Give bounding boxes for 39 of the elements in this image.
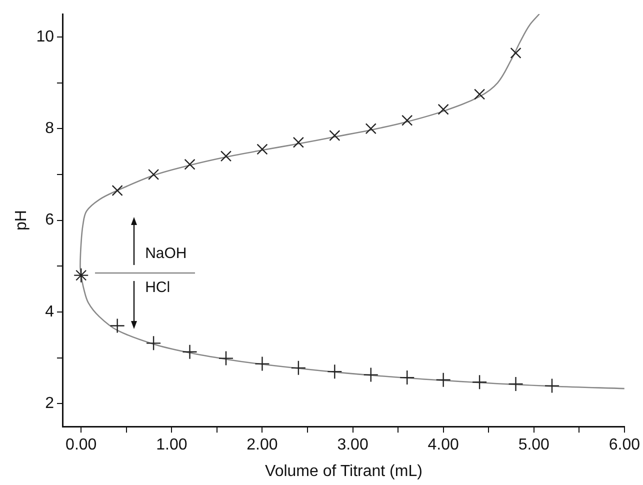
point	[148, 168, 160, 180]
y-tick-label: 6	[45, 212, 54, 229]
point	[510, 47, 522, 59]
x-tick-label: 2.00	[246, 436, 278, 454]
x-tick-label: 6.00	[608, 436, 640, 454]
point	[438, 104, 449, 115]
point	[256, 144, 268, 155]
x-tick-label: 0.00	[66, 436, 97, 454]
point	[544, 378, 560, 394]
point	[400, 370, 415, 386]
point	[254, 356, 270, 372]
point	[292, 136, 304, 148]
y-tick-label: 2	[45, 395, 54, 412]
point	[327, 364, 342, 380]
point	[436, 372, 451, 388]
y-tick-label: 10	[36, 28, 54, 46]
point	[472, 374, 488, 390]
point	[112, 184, 123, 196]
x-tick-label: 3.00	[337, 436, 368, 454]
x-axis-title: Volume of Titrant (mL)	[265, 462, 422, 480]
y-axis-title: pH	[13, 210, 30, 231]
point	[220, 150, 232, 162]
point	[184, 158, 196, 170]
point	[218, 350, 234, 366]
x-tick-label: 5.00	[518, 436, 550, 454]
y-tick-label: 8	[45, 120, 54, 138]
point	[146, 336, 162, 351]
point	[402, 114, 413, 126]
point	[290, 360, 306, 376]
x-tick-label: 1.00	[156, 436, 188, 454]
point	[363, 367, 378, 382]
line-series	[80, 14, 624, 390]
x-tick-label: 4.00	[428, 436, 459, 454]
point	[474, 88, 486, 100]
point	[365, 123, 376, 134]
y-tick-label: 4	[45, 303, 54, 320]
point	[508, 376, 524, 392]
point	[182, 344, 198, 360]
point	[329, 130, 340, 142]
